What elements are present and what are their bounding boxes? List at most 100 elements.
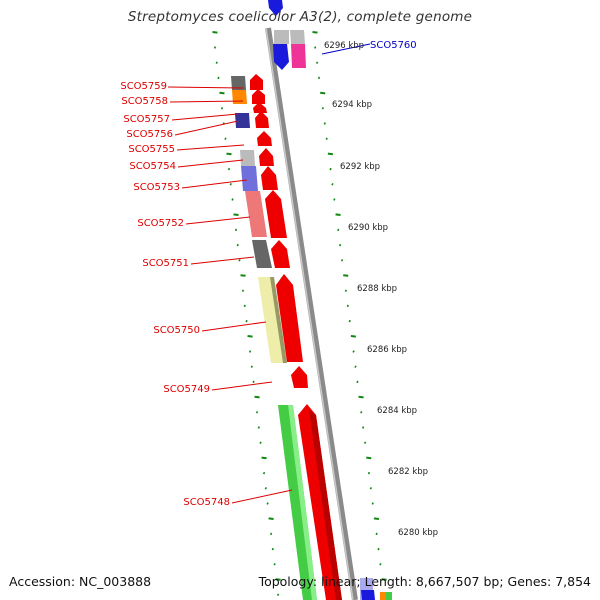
gene-label[interactable]: SCO5756: [126, 129, 173, 140]
tick-mark: [276, 593, 280, 596]
tick-mark: [268, 517, 274, 520]
tick-mark: [335, 213, 341, 216]
gene-arrow-sco5759[interactable]: [250, 74, 263, 90]
tick-mark: [315, 61, 319, 64]
scale-label: 6280 kbp: [398, 528, 438, 538]
leader-line: [321, 43, 371, 55]
tick-mark: [371, 502, 374, 505]
tick-mark: [240, 274, 246, 277]
domain-box: [386, 592, 392, 600]
genome-summary-text: Topology: linear; Length: 8,667,507 bp; …: [258, 574, 591, 589]
tick-mark: [212, 31, 218, 34]
tick-mark: [317, 76, 321, 80]
gene-arrow-sco5755[interactable]: [257, 131, 272, 146]
gene-label[interactable]: SCO5757: [123, 114, 170, 125]
tick-mark: [337, 228, 340, 232]
tick-mark: [275, 578, 281, 581]
gene-arrow-sco5757[interactable]: [253, 102, 267, 113]
tick-mark: [254, 395, 260, 399]
tick-mark: [329, 167, 332, 171]
gene-arrow-sco5756[interactable]: [255, 111, 269, 128]
genome-backbone: [265, 27, 358, 600]
scale-label: 6292 kbp: [340, 162, 380, 172]
tick-mark: [377, 547, 380, 551]
tick-mark: [229, 183, 232, 186]
scale-label: 6284 kbp: [377, 406, 417, 416]
scale-label: 6282 kbp: [388, 467, 428, 477]
gene-label[interactable]: SCO5749: [163, 384, 210, 395]
tick-mark: [248, 350, 252, 353]
gene-arrow-sco5749[interactable]: [291, 366, 308, 388]
reverse-gene-top[interactable]: [268, 0, 283, 16]
tick-mark: [379, 563, 382, 566]
leader-line: [211, 381, 273, 391]
domain-box: [290, 30, 305, 44]
tick-mark: [346, 304, 349, 308]
tick-mark: [367, 471, 371, 475]
domain-box: [258, 277, 285, 363]
tick-mark: [217, 76, 220, 80]
tick-mark: [236, 243, 239, 247]
reverse-gene-sco5760[interactable]: [273, 44, 289, 70]
reverse-gene-bottom[interactable]: [361, 590, 375, 600]
tick-mark: [215, 61, 218, 64]
tick-mark: [325, 137, 328, 140]
gene-label[interactable]: SCO5753: [133, 182, 180, 193]
gene-label[interactable]: SCO5758: [121, 96, 168, 107]
domain-box: [288, 405, 317, 600]
tick-mark: [352, 350, 355, 353]
tick-mark: [261, 456, 267, 460]
tick-mark: [381, 578, 387, 581]
gene-arrow-sco5750[interactable]: [276, 274, 303, 362]
tick-marks: [212, 31, 387, 596]
scale-labels: 6296 kbp 6294 kbp 6292 kbp 6290 kbp 6288 kbp…: [324, 41, 438, 538]
leader-line: [177, 159, 244, 168]
gene-label[interactable]: SCO5748: [183, 497, 230, 508]
domain-box: [380, 592, 386, 600]
scale-label: 6288 kbp: [357, 284, 397, 294]
genome-backbone-highlight: [265, 27, 354, 600]
tick-mark: [273, 563, 276, 566]
leader-line: [169, 100, 244, 103]
gene-arrow-sco5751[interactable]: [271, 240, 290, 268]
tick-mark: [339, 243, 342, 247]
leader-line: [190, 256, 255, 265]
tick-mark: [369, 487, 372, 490]
tick-mark: [363, 441, 367, 444]
gene-label[interactable]: SCO5760: [370, 40, 417, 51]
domain-box: [240, 150, 255, 166]
gene-label[interactable]: SCO5752: [137, 218, 184, 229]
tick-mark: [243, 304, 246, 308]
tick-mark: [220, 107, 224, 110]
gene-arrow-sco5752[interactable]: [265, 190, 287, 238]
tick-mark: [344, 289, 348, 292]
gene-label[interactable]: SCO5759: [120, 81, 167, 92]
genome-title: Streptomyces coelicolor A3(2), complete …: [127, 9, 473, 25]
tick-mark: [269, 532, 273, 536]
domain-box: [235, 113, 250, 128]
tick-mark: [362, 426, 365, 429]
tick-mark: [340, 259, 344, 262]
tick-mark: [320, 91, 326, 95]
scale-label: 6286 kbp: [367, 345, 407, 355]
tick-mark: [238, 259, 241, 262]
tick-mark: [233, 213, 239, 216]
gene-label[interactable]: SCO5755: [128, 144, 175, 155]
gene-arrow-sco5753[interactable]: [261, 166, 278, 190]
domain-box: [232, 90, 247, 104]
leader-line: [176, 144, 245, 151]
tick-mark: [250, 365, 253, 368]
gene-arrow-sco5758[interactable]: [252, 89, 265, 104]
domain-box: [291, 44, 306, 68]
domain-box: [252, 240, 272, 268]
gene-arrow-sco5754[interactable]: [259, 148, 274, 166]
tick-mark: [262, 471, 266, 475]
gene-label[interactable]: SCO5750: [153, 325, 200, 336]
tick-mark: [259, 441, 262, 444]
tick-mark: [366, 456, 372, 460]
gene-label[interactable]: SCO5751: [142, 258, 189, 269]
bottom-genes: [360, 578, 392, 600]
label-leader-lines: [167, 43, 371, 504]
tick-mark: [314, 46, 317, 49]
gene-label[interactable]: SCO5754: [129, 161, 176, 172]
